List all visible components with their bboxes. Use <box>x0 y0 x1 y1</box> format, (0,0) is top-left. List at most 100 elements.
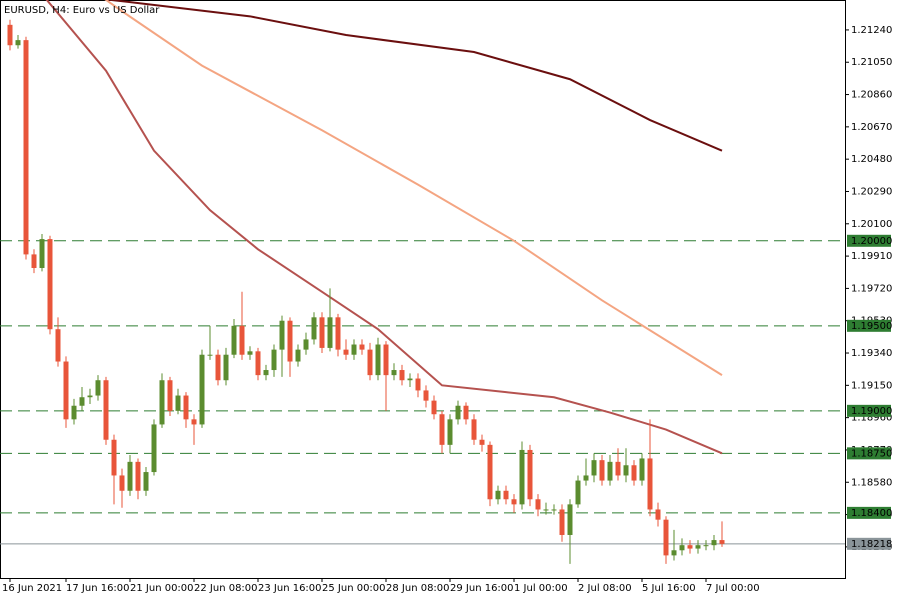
axes: 1.21240 1.21050 1.20860 1.20670 1.20480 1.202… <box>2 25 892 594</box>
candle-body <box>495 490 501 500</box>
x-tick-label: 25 Jun 00:00 <box>322 583 386 594</box>
y-tick-label: 1.19340 <box>851 348 892 359</box>
y-tick-label: 1.20860 <box>851 90 892 101</box>
candle-body <box>135 461 141 491</box>
candle-body <box>31 254 37 268</box>
y-tick-label: 1.21050 <box>851 57 892 68</box>
x-tick-label: 17 Jun 16:00 <box>66 583 130 594</box>
level-label: 1.18400 <box>851 508 892 519</box>
candle-body <box>167 380 173 411</box>
candle-body <box>87 395 93 398</box>
candle-body <box>223 354 229 381</box>
level-label: 1.19000 <box>851 406 892 417</box>
candle-body <box>327 317 333 348</box>
candle-body <box>351 344 357 355</box>
candle-body <box>447 419 453 445</box>
candle-body <box>543 509 549 511</box>
y-tick-label: 1.18960 <box>851 413 892 424</box>
candle-body <box>343 349 349 355</box>
candle-body <box>623 465 629 476</box>
candle-body <box>215 354 221 381</box>
candle-body <box>455 405 461 420</box>
candle-body <box>39 239 45 268</box>
moving-average <box>45 0 723 455</box>
x-tick-label: 7 Jul 00:00 <box>706 583 760 594</box>
candle-body <box>271 349 277 371</box>
candle-body <box>151 424 157 473</box>
candle-body <box>711 540 717 546</box>
y-tick-label: 1.20290 <box>851 186 892 197</box>
x-tick-label: 16 Jun 2021 <box>2 583 62 594</box>
candle-body <box>47 239 53 330</box>
x-tick-label: 5 Jul 16:00 <box>642 583 696 594</box>
candle-body <box>247 351 253 355</box>
x-tick-label: 29 Jun 16:00 <box>450 583 514 594</box>
candle-body <box>703 545 709 547</box>
candle-body <box>103 380 109 440</box>
plot-area <box>0 0 845 564</box>
candle-body <box>175 395 181 411</box>
candle-body <box>719 540 725 544</box>
candle-body <box>383 344 389 376</box>
y-tick-label: 1.19150 <box>851 380 892 391</box>
candle-body <box>79 397 85 406</box>
candle-body <box>559 509 565 535</box>
candle-body <box>111 439 117 476</box>
candle-body <box>503 490 509 500</box>
candle-body <box>423 390 429 401</box>
candle-body <box>519 449 525 505</box>
candle-body <box>399 370 405 381</box>
candle-body <box>159 380 165 425</box>
candle-body <box>191 419 197 425</box>
x-tick-label: 2 Jul 08:00 <box>578 583 632 594</box>
y-tick-label: 1.20480 <box>851 154 892 165</box>
candle-body <box>63 361 69 420</box>
candle-body <box>367 349 373 376</box>
x-tick-label: 21 Jun 00:00 <box>130 583 194 594</box>
candle-body <box>127 461 133 491</box>
level-label-box <box>847 506 891 519</box>
level-label: 1.20000 <box>851 236 892 247</box>
current-price-label: 1.18218 <box>851 539 892 550</box>
moving-average <box>105 0 723 152</box>
candle-body <box>583 475 589 481</box>
candle-body <box>591 460 597 476</box>
candle-body <box>655 509 661 520</box>
y-tick-label: 1.21240 <box>851 25 892 36</box>
y-tick-label: 1.20100 <box>851 219 892 230</box>
candle-body <box>647 458 653 510</box>
candle-body <box>695 545 701 549</box>
candle-body <box>479 439 485 445</box>
x-tick-label: 28 Jun 08:00 <box>386 583 450 594</box>
candle-body <box>359 344 365 350</box>
candle-body <box>95 380 101 396</box>
candle-body <box>663 519 669 556</box>
candle-body <box>7 24 13 46</box>
candle-body <box>279 320 285 350</box>
candle-body <box>679 545 685 551</box>
candle-body <box>55 329 61 362</box>
candle-body <box>207 354 213 356</box>
candle-body <box>463 405 469 420</box>
level-label-box <box>847 404 891 417</box>
candle-body <box>415 378 421 391</box>
candle-body <box>263 370 269 376</box>
candle-body <box>199 354 205 425</box>
candle-body <box>183 395 189 420</box>
candle-body <box>687 545 693 549</box>
candle-body <box>319 317 325 348</box>
candle-body <box>535 499 541 510</box>
level-label-box <box>847 234 891 247</box>
current-price-box <box>847 537 891 550</box>
level-label: 1.18750 <box>851 448 892 459</box>
candle-body <box>335 317 341 350</box>
x-tick-label: 23 Jun 16:00 <box>258 583 322 594</box>
candle-body <box>23 40 29 255</box>
candle-body <box>607 461 613 481</box>
y-tick-label: 1.18580 <box>851 477 892 488</box>
level-label-box <box>847 319 891 332</box>
candle-body <box>639 458 645 481</box>
candle-body <box>15 40 21 46</box>
y-tick-label: 1.19910 <box>851 251 892 262</box>
